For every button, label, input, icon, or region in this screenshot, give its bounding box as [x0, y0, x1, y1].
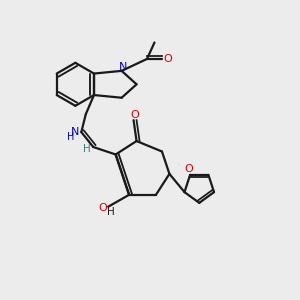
Text: O: O — [163, 54, 172, 64]
Text: O: O — [184, 164, 193, 174]
Text: H: H — [83, 143, 91, 154]
Text: H: H — [107, 207, 115, 217]
Text: H: H — [67, 133, 75, 142]
Text: N: N — [70, 127, 79, 137]
Text: O: O — [98, 203, 107, 213]
Text: O: O — [131, 110, 140, 120]
Text: N: N — [119, 62, 127, 72]
